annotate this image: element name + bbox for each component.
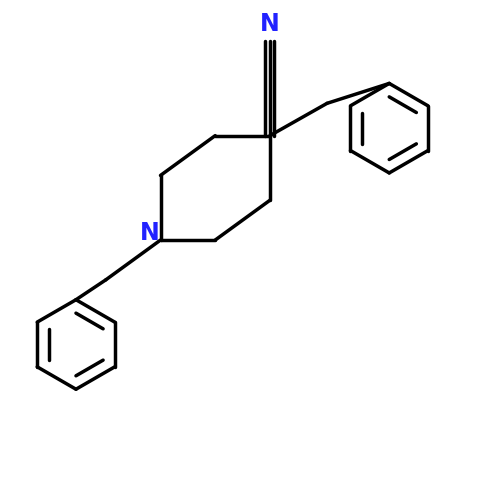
Text: N: N [140, 220, 160, 244]
Text: N: N [260, 12, 280, 36]
